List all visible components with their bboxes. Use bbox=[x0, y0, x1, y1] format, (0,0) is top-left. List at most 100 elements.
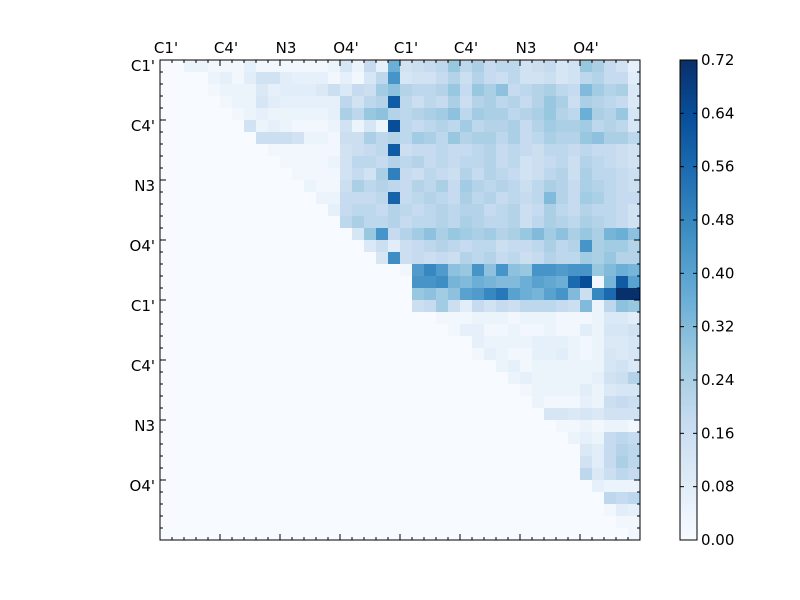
heatmap-cell bbox=[628, 204, 641, 217]
heatmap-cell bbox=[556, 72, 569, 85]
heatmap-cell bbox=[424, 60, 437, 73]
heatmap-cell bbox=[628, 168, 641, 181]
heatmap-cell bbox=[628, 144, 641, 157]
heatmap-cell bbox=[172, 264, 185, 277]
heatmap-cell bbox=[616, 168, 629, 181]
heatmap-cell bbox=[256, 420, 269, 433]
heatmap-cell bbox=[304, 84, 317, 97]
heatmap-cell bbox=[340, 336, 353, 349]
heatmap-cell bbox=[304, 516, 317, 529]
heatmap-cell bbox=[628, 276, 641, 289]
heatmap-cell bbox=[472, 516, 485, 529]
heatmap-cell bbox=[364, 432, 377, 445]
heatmap-cell bbox=[244, 84, 257, 97]
heatmap-cell bbox=[280, 120, 293, 133]
heatmap-cell bbox=[484, 300, 497, 313]
heatmap-cell bbox=[532, 504, 545, 517]
heatmap-cell bbox=[532, 84, 545, 97]
heatmap-cell bbox=[508, 192, 521, 205]
heatmap-cell bbox=[256, 492, 269, 505]
heatmap-cell bbox=[508, 228, 521, 241]
heatmap-cell bbox=[508, 528, 521, 541]
heatmap-cell bbox=[544, 420, 557, 433]
heatmap-cell bbox=[292, 348, 305, 361]
heatmap-cell bbox=[232, 180, 245, 193]
heatmap-cell bbox=[568, 204, 581, 217]
heatmap-cell bbox=[292, 204, 305, 217]
heatmap-cell bbox=[376, 324, 389, 337]
heatmap-cell bbox=[352, 444, 365, 457]
heatmap-cell bbox=[472, 480, 485, 493]
heatmap-cell bbox=[280, 504, 293, 517]
heatmap-cell bbox=[436, 384, 449, 397]
heatmap-cell bbox=[292, 480, 305, 493]
heatmap-cell bbox=[160, 144, 173, 157]
heatmap-cell bbox=[220, 108, 233, 121]
heatmap-cell bbox=[484, 384, 497, 397]
heatmap-cell bbox=[184, 276, 197, 289]
heatmap-cell bbox=[592, 408, 605, 421]
heatmap-cell bbox=[472, 432, 485, 445]
heatmap-cell bbox=[268, 132, 281, 145]
heatmap-cell bbox=[472, 192, 485, 205]
heatmap-cell bbox=[580, 204, 593, 217]
heatmap-cell bbox=[592, 228, 605, 241]
heatmap-cell bbox=[160, 384, 173, 397]
heatmap-cell bbox=[268, 432, 281, 445]
heatmap-cell bbox=[208, 96, 221, 109]
heatmap-cell bbox=[220, 240, 233, 253]
heatmap-cell bbox=[460, 156, 473, 169]
heatmap-cell bbox=[220, 216, 233, 229]
heatmap-cell bbox=[580, 492, 593, 505]
heatmap-cell bbox=[256, 228, 269, 241]
heatmap-cell bbox=[352, 264, 365, 277]
heatmap-cell bbox=[436, 528, 449, 541]
heatmap-cell bbox=[496, 84, 509, 97]
heatmap-cell bbox=[604, 300, 617, 313]
heatmap-cell bbox=[196, 108, 209, 121]
heatmap-cell bbox=[268, 180, 281, 193]
heatmap-cell bbox=[256, 408, 269, 421]
heatmap-cell bbox=[172, 180, 185, 193]
heatmap-cell bbox=[256, 312, 269, 325]
heatmap-cell bbox=[304, 108, 317, 121]
heatmap-cell bbox=[400, 300, 413, 313]
heatmap-cell bbox=[400, 528, 413, 541]
heatmap-cell bbox=[244, 240, 257, 253]
heatmap-cell bbox=[160, 528, 173, 541]
heatmap-cell bbox=[292, 312, 305, 325]
heatmap-cell bbox=[388, 300, 401, 313]
y-tick-label: N3 bbox=[134, 177, 155, 195]
heatmap-cell bbox=[412, 132, 425, 145]
heatmap-cell bbox=[628, 84, 641, 97]
heatmap-cell bbox=[400, 264, 413, 277]
heatmap-cell bbox=[256, 324, 269, 337]
heatmap-cell bbox=[172, 204, 185, 217]
heatmap-cell bbox=[628, 72, 641, 85]
heatmap-cell bbox=[616, 360, 629, 373]
heatmap-cell bbox=[208, 420, 221, 433]
heatmap-cell bbox=[580, 84, 593, 97]
heatmap-cell bbox=[364, 252, 377, 265]
heatmap-cell bbox=[208, 84, 221, 97]
heatmap-cell bbox=[424, 456, 437, 469]
heatmap-cell bbox=[220, 300, 233, 313]
heatmap-cell bbox=[220, 96, 233, 109]
heatmap-cell bbox=[544, 72, 557, 85]
heatmap-cell bbox=[340, 120, 353, 133]
heatmap-cell bbox=[460, 504, 473, 517]
heatmap-cell bbox=[328, 240, 341, 253]
heatmap-cell bbox=[280, 60, 293, 73]
heatmap-cell bbox=[316, 192, 329, 205]
heatmap-cell bbox=[496, 360, 509, 373]
heatmap-cell bbox=[496, 516, 509, 529]
heatmap-cell bbox=[484, 456, 497, 469]
heatmap-cell bbox=[460, 468, 473, 481]
heatmap-cell bbox=[376, 456, 389, 469]
heatmap-cell bbox=[400, 204, 413, 217]
heatmap-cell bbox=[568, 192, 581, 205]
heatmap-cell bbox=[208, 168, 221, 181]
heatmap-cell bbox=[184, 372, 197, 385]
heatmap-cell bbox=[268, 216, 281, 229]
heatmap-cell bbox=[220, 252, 233, 265]
